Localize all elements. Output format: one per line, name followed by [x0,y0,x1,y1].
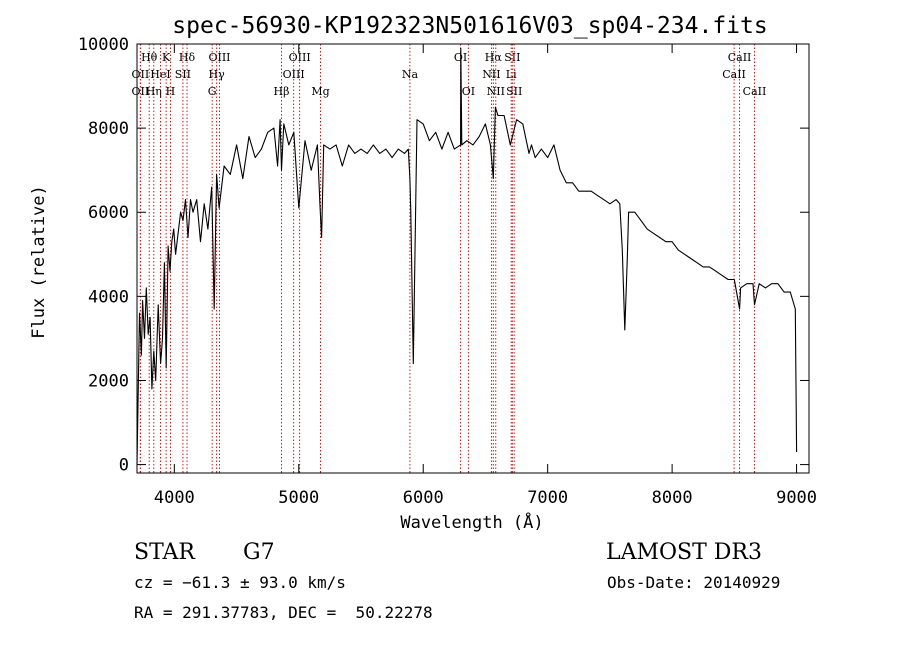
x-axis: 4000 5000 6000 7000 8000 9000 [154,44,817,508]
x-tick-label-3: 7000 [527,488,568,508]
marker-label-0: Hθ [141,51,158,64]
y-tick-label-3: 6000 [88,203,129,223]
marker-label-5: SII [175,68,191,81]
y-tick-label-2: 4000 [88,287,129,307]
x-tick-label-0: 4000 [154,488,195,508]
coordinates: RA = 291.37783, DEC = 50.22278 [134,603,433,622]
marker-label-13: OIII [289,51,311,64]
marker-label-27: CaII [743,85,767,98]
x-tick-label-2: 6000 [403,488,444,508]
marker-label-21: NII [482,68,500,81]
x-tick-label-4: 8000 [652,488,693,508]
spectral-subclass: G7 [243,540,275,565]
y-tick-label-0: 0 [119,456,129,476]
marker-label-14: OIII [283,68,305,81]
redshift-cz: cz = −61.3 ± 93.0 km/s [134,573,346,592]
marker-label-1: K [162,51,171,64]
x-tick-label-1: 5000 [278,488,319,508]
survey-name: LAMOST DR3 [606,540,762,565]
y-axis-label: Flux (relative) [29,185,49,339]
marker-label-2: Hδ [179,51,196,64]
y-tick-label-5: 10000 [78,35,129,55]
y-tick-label-1: 2000 [88,371,129,391]
marker-label-8: H [166,85,176,98]
marker-label-4: HeI [150,68,170,81]
y-axis: 0 2000 4000 6000 8000 10000 [78,35,809,476]
marker-label-9: OIII [208,51,230,64]
object-type: STAR [134,540,195,565]
marker-label-11: G [208,85,217,98]
marker-label-10: Hγ [209,68,226,81]
x-axis-label: Wavelength (Å) [400,511,543,533]
marker-label-3: OII [132,68,150,81]
marker-label-24: SII [506,85,522,98]
marker-label-12: Hβ [274,85,290,98]
marker-label-26: CaII [722,68,746,81]
marker-label-20: SII [504,51,520,64]
marker-label-15: Mg [311,85,329,98]
x-tick-label-5: 9000 [776,488,817,508]
marker-label-18: OI [462,85,475,98]
chart-title: spec-56930-KP192323N501616V03_sp04-234.f… [172,13,767,39]
marker-label-23: NII [487,85,505,98]
marker-label-25: CaII [728,51,752,64]
marker-label-6: OII [132,85,150,98]
plot-frame [136,43,810,474]
y-tick-label-4: 8000 [88,119,129,139]
marker-label-19: Hα [485,51,503,64]
marker-label-7: Hη [146,85,162,98]
spectrum-series-line [136,47,798,465]
observation-date: Obs-Date: 20140929 [607,573,781,592]
marker-label-16: Na [402,68,419,81]
marker-label-22: Li [506,68,517,81]
